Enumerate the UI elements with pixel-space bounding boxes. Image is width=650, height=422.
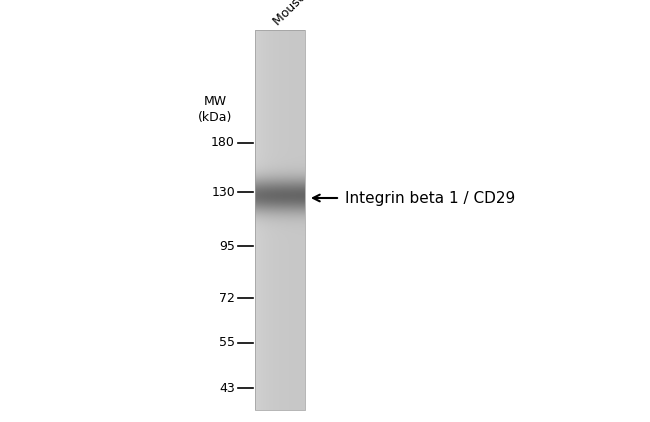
Text: 72: 72 [219,292,235,305]
Text: 180: 180 [211,136,235,149]
Text: 95: 95 [219,240,235,252]
Text: 55: 55 [219,336,235,349]
Text: 43: 43 [219,381,235,395]
Text: Mouse brain: Mouse brain [271,0,334,28]
Text: 130: 130 [211,186,235,198]
Bar [255,30,305,410]
Text: MW
(kDa): MW (kDa) [198,95,232,124]
Text: Integrin beta 1 / CD29: Integrin beta 1 / CD29 [345,190,515,206]
